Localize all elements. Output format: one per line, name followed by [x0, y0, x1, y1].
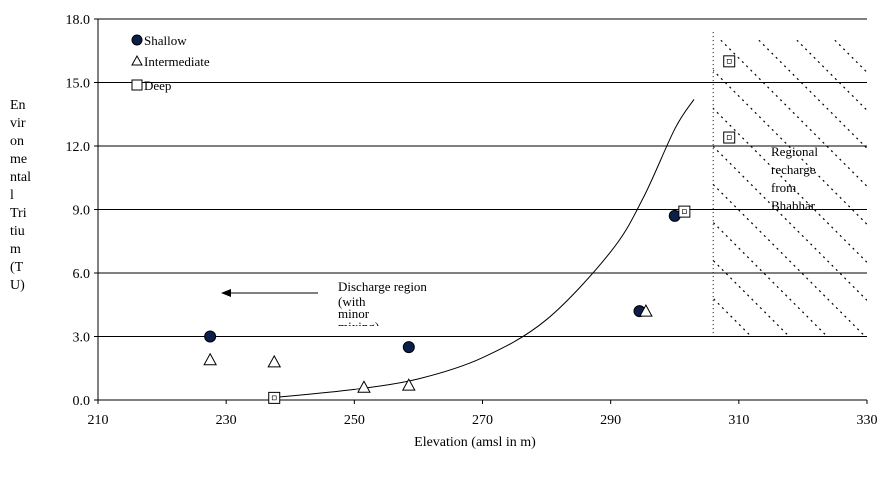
y-tick-label-18.0: 18.0 — [66, 13, 91, 28]
point-deep-1 — [268, 391, 281, 404]
discharge-label-line-3: minor — [338, 306, 370, 321]
point-deep-3-inner — [726, 135, 732, 140]
discharge-label-line-1: Discharge region — [338, 279, 427, 294]
legend-marker-intermediate — [131, 54, 143, 66]
hatch-line — [713, 221, 828, 337]
recharge-label-line-2: recharge — [771, 162, 816, 177]
ylabel-line-3: on — [10, 134, 24, 149]
ylabel-line-7: Tri — [10, 206, 27, 221]
recharge-label-line-4: Bhabhar — [771, 198, 816, 213]
y-tick-labels: 0.0 3.0 6.0 9.0 12.0 15.0 18.0 — [66, 13, 91, 409]
recharge-label-line-3: from — [771, 180, 796, 195]
recharge-annotation: Regional recharge from Bhabhar — [771, 144, 818, 213]
point-shallow-1 — [204, 330, 217, 343]
discharge-label-line-4: mixing) — [338, 319, 379, 334]
ylabel-line-4: me — [10, 152, 27, 167]
ylabel-line-8: tiu — [10, 224, 25, 239]
legend-label-intermediate: Intermediate — [144, 54, 210, 69]
ylabel-line-9: m — [10, 242, 21, 257]
ylabel-line-2: vir — [10, 116, 26, 131]
discharge-annotation: Discharge region (with minor mixing) — [221, 279, 427, 334]
recharge-hatch-region — [712, 32, 885, 337]
x-tick-label-250: 250 — [344, 413, 365, 428]
legend-marker-shallow — [131, 34, 143, 46]
x-axis-label: Elevation (amsl in m) — [414, 435, 536, 450]
x-tick-label-310: 310 — [728, 413, 749, 428]
point-deep-4-inner — [726, 59, 732, 64]
recharge-label-line-1: Regional — [771, 144, 818, 159]
hatch-line — [873, 40, 885, 336]
point-intermediate-3 — [357, 380, 371, 393]
point-deep-1-inner — [271, 395, 277, 401]
legend: Shallow Intermediate Deep — [131, 33, 210, 93]
y-axis-label: En vir on me ntal l Tri tiu m (T U) — [10, 98, 31, 293]
hatch-line — [834, 40, 868, 74]
point-deep-4 — [723, 55, 736, 68]
legend-label-shallow: Shallow — [144, 33, 187, 48]
hatch-line — [713, 335, 714, 337]
y-tick-label-3.0: 3.0 — [73, 331, 91, 346]
y-tick-label-9.0: 9.0 — [73, 204, 91, 219]
gridlines — [94, 18, 867, 401]
ylabel-line-5: ntal — [10, 170, 31, 185]
point-intermediate-4 — [401, 378, 416, 391]
x-tick-label-230: 230 — [216, 413, 237, 428]
ylabel-line-6: l — [10, 188, 14, 203]
hatch-line — [713, 107, 868, 264]
point-shallow-2 — [402, 341, 415, 354]
point-intermediate-5 — [639, 304, 653, 317]
x-tick-labels: 210 230 250 270 290 310 330 — [88, 400, 878, 428]
ylabel-line-10: (T — [10, 260, 24, 275]
data-points — [203, 55, 736, 404]
trend-curve — [270, 99, 695, 399]
hatch-line — [796, 40, 868, 112]
point-intermediate-1 — [203, 352, 217, 366]
hatch-line — [713, 183, 866, 337]
x-tick-label-210: 210 — [88, 413, 109, 428]
point-deep-3 — [723, 131, 736, 144]
recharge-hatch-lines — [713, 40, 885, 337]
hatch-line — [713, 297, 752, 337]
hatch-line — [720, 40, 868, 188]
point-intermediate-2 — [267, 354, 282, 368]
x-tick-label-270: 270 — [472, 413, 493, 428]
x-tick-label-330: 330 — [857, 413, 878, 428]
y-tick-label-12.0: 12.0 — [66, 140, 91, 155]
ylabel-line-1: En — [10, 98, 26, 113]
ylabel-line-11: U) — [10, 278, 25, 293]
x-tick-label-290: 290 — [600, 413, 621, 428]
legend-label-deep: Deep — [144, 78, 171, 93]
hatch-line — [713, 145, 868, 302]
y-tick-label-0.0: 0.0 — [73, 394, 91, 409]
y-tick-label-15.0: 15.0 — [66, 77, 91, 92]
legend-marker-deep — [131, 79, 143, 91]
y-tick-label-6.0: 6.0 — [73, 267, 91, 282]
hatch-line — [713, 259, 790, 337]
point-deep-2 — [678, 205, 691, 218]
discharge-arrowhead — [221, 289, 231, 297]
discharge-label-line-2: (with — [338, 294, 366, 309]
point-deep-2-inner — [682, 209, 687, 214]
